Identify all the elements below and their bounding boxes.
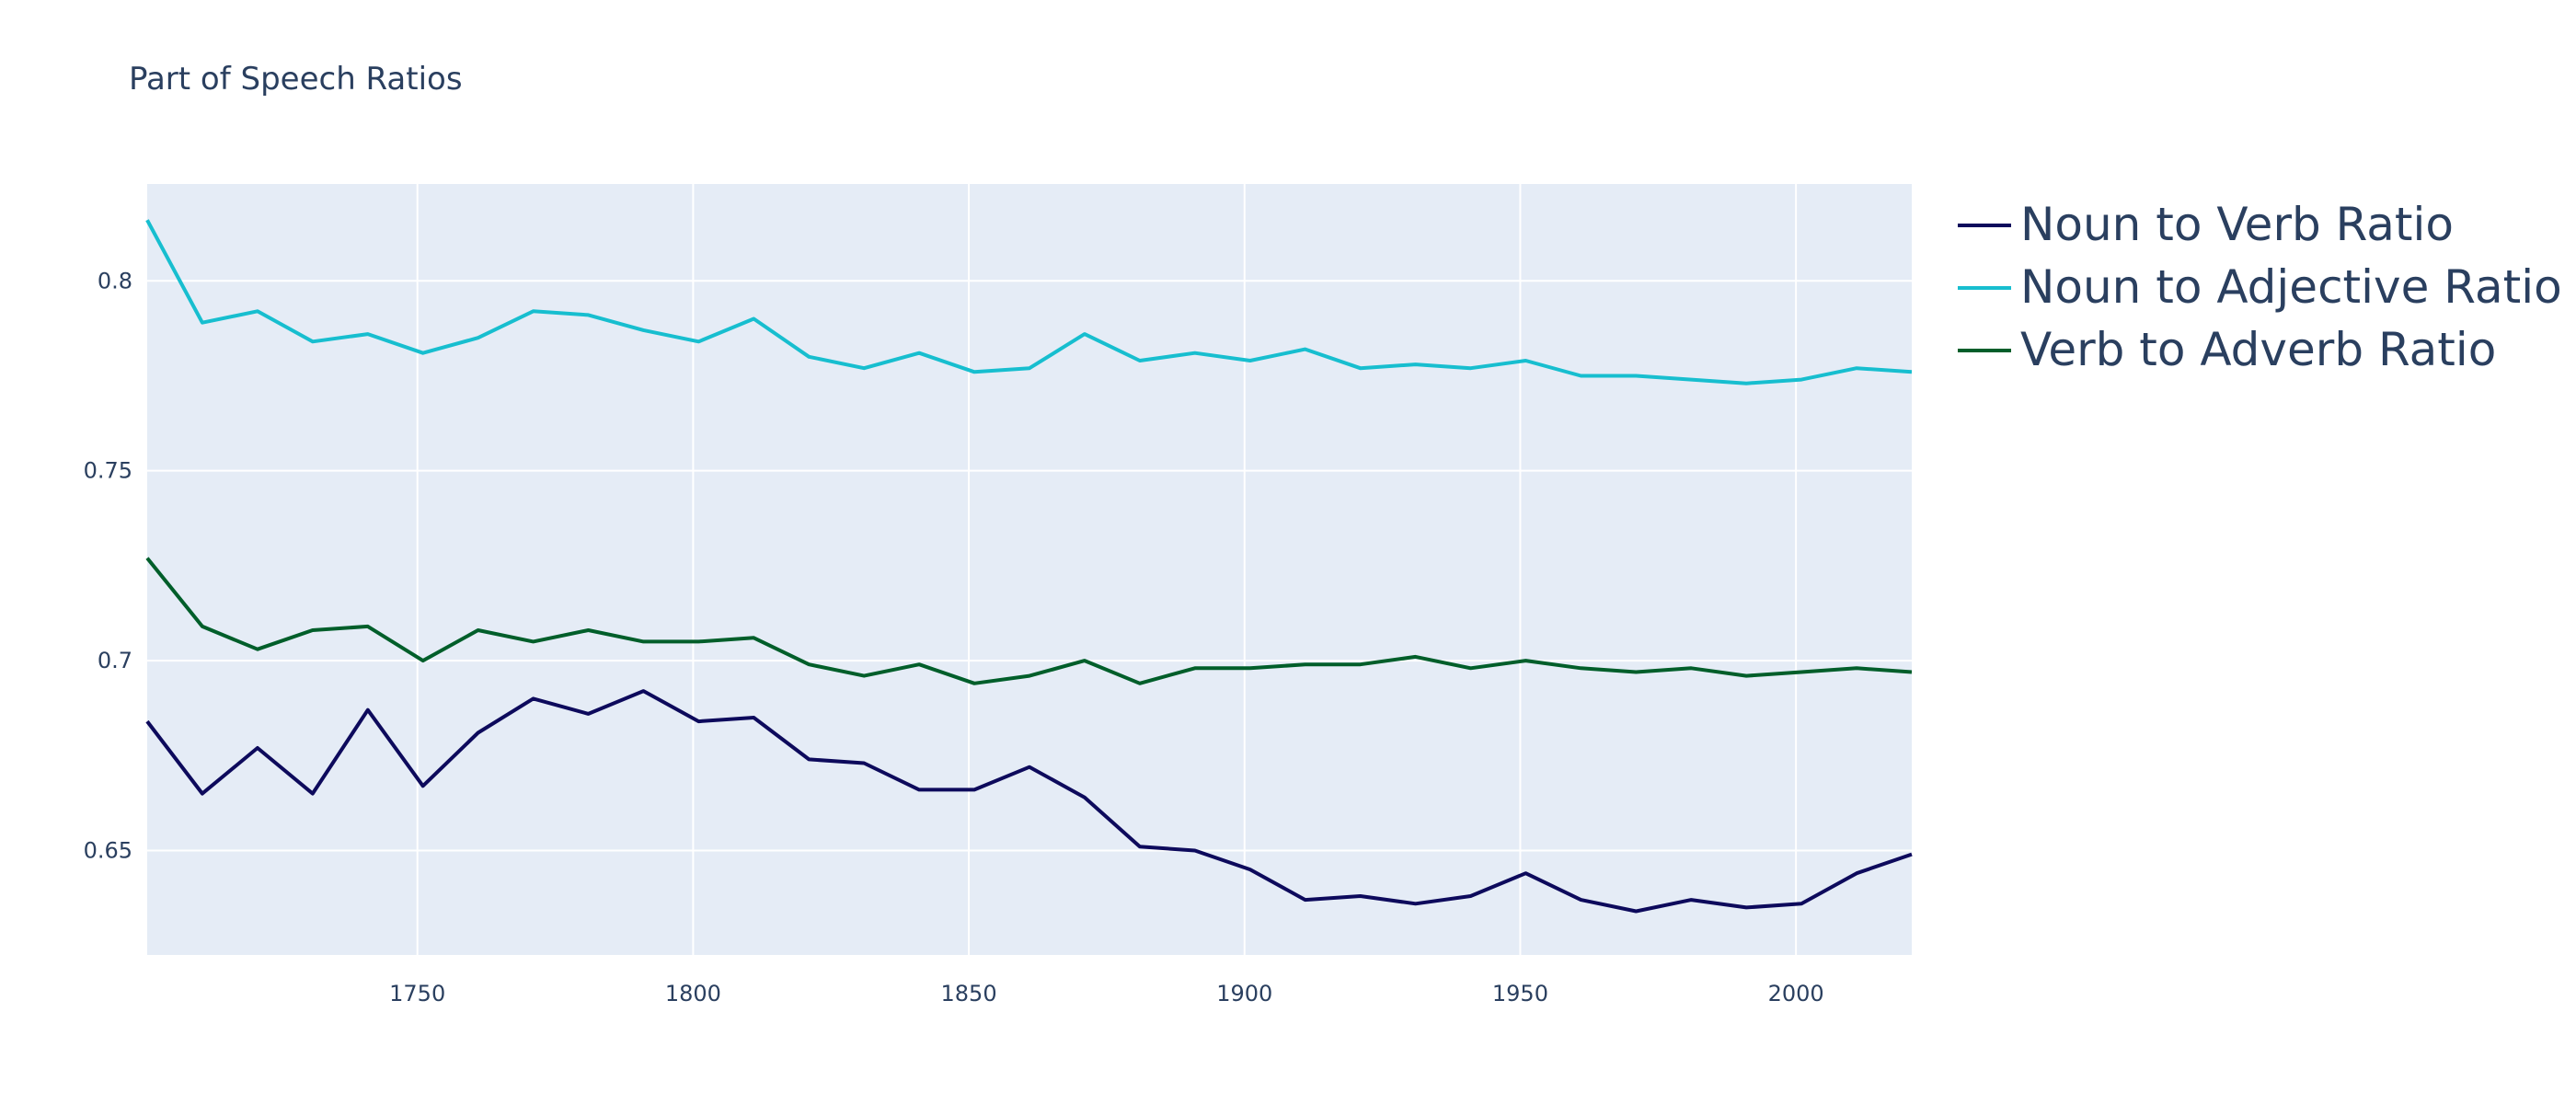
- x-tick-label: 1800: [665, 981, 721, 1006]
- y-tick-label: 0.75: [84, 458, 132, 484]
- x-tick-label: 1750: [389, 981, 445, 1006]
- legend-item[interactable]: Verb to Adverb Ratio: [1958, 323, 2496, 376]
- x-tick-label: 1850: [941, 981, 997, 1006]
- chart-title: Part of Speech Ratios: [129, 61, 463, 98]
- x-tick-label: 1900: [1216, 981, 1272, 1006]
- x-tick-label: 2000: [1768, 981, 1824, 1006]
- series-line-1: [145, 219, 1913, 385]
- x-axis-ticks: 1750 1800 1850 1900 1950 2000: [389, 981, 1824, 1006]
- plot-area-background: [147, 184, 1912, 955]
- gridlines: [147, 184, 1912, 955]
- y-axis-ticks: 0.65 0.7 0.75 0.8: [84, 268, 132, 863]
- series-line-2: [145, 557, 1913, 685]
- x-tick-label: 1950: [1492, 981, 1548, 1006]
- series-line-0: [145, 689, 1913, 914]
- y-tick-label: 0.65: [84, 837, 132, 863]
- y-tick-label: 0.8: [98, 268, 132, 293]
- legend[interactable]: Noun to Verb Ratio Noun to Adjective Rati…: [1958, 198, 2562, 376]
- legend-item[interactable]: Noun to Verb Ratio: [1958, 198, 2454, 251]
- series-lines: [145, 219, 1913, 914]
- y-tick-label: 0.7: [98, 648, 132, 673]
- legend-label: Verb to Adverb Ratio: [2020, 323, 2496, 376]
- legend-item[interactable]: Noun to Adjective Ratio: [1958, 260, 2562, 314]
- legend-label: Noun to Adjective Ratio: [2020, 260, 2562, 314]
- legend-label: Noun to Verb Ratio: [2020, 198, 2454, 251]
